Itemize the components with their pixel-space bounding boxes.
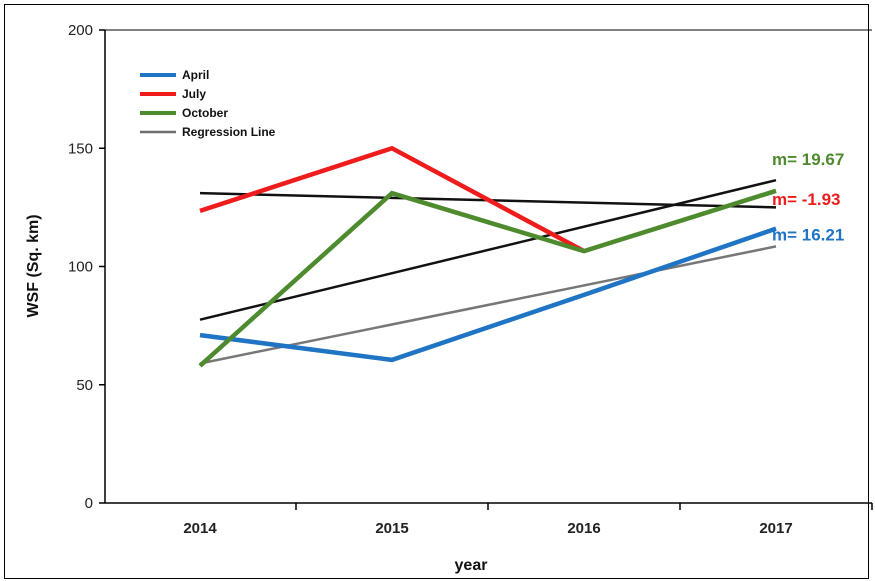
legend-label: October (182, 106, 228, 120)
y-tick-label: 0 (85, 495, 93, 512)
y-tick-label: 100 (68, 259, 93, 276)
x-tick-labels: 2014 2015 2016 2017 (183, 520, 792, 537)
slope-annotations: m= 19.67 m= -1.93 m= 16.21 (772, 150, 844, 245)
x-tick-label: 2017 (759, 520, 792, 537)
y-tick-label: 200 (68, 22, 93, 39)
regression-line-october (199, 178, 777, 321)
x-tick-label: 2014 (183, 520, 217, 537)
chart-frame (4, 4, 869, 579)
axes (99, 29, 873, 510)
y-tick-label: 50 (76, 377, 93, 394)
slope-annotation: m= -1.93 (772, 190, 841, 209)
slope-annotation: m= 16.21 (772, 225, 844, 244)
series-lines (198, 145, 777, 368)
y-tick-label: 150 (68, 140, 93, 157)
y-tick-labels: 0 50 100 150 200 (68, 22, 93, 512)
legend: April July October Regression Line (140, 68, 276, 139)
legend-label: Regression Line (182, 125, 276, 139)
x-tick-label: 2016 (567, 520, 600, 537)
series-line-october (198, 188, 777, 368)
y-axis-title: WSF (Sq. km) (25, 214, 42, 317)
slope-annotation: m= 19.67 (772, 150, 844, 169)
series-line-april (199, 226, 777, 363)
x-axis-title: year (455, 557, 488, 574)
regression-lines (199, 178, 777, 365)
legend-label: April (182, 68, 209, 82)
legend-label: July (182, 87, 206, 101)
regression-line-april (199, 245, 777, 365)
series-line-july (199, 145, 586, 254)
x-tick-label: 2015 (375, 520, 408, 537)
